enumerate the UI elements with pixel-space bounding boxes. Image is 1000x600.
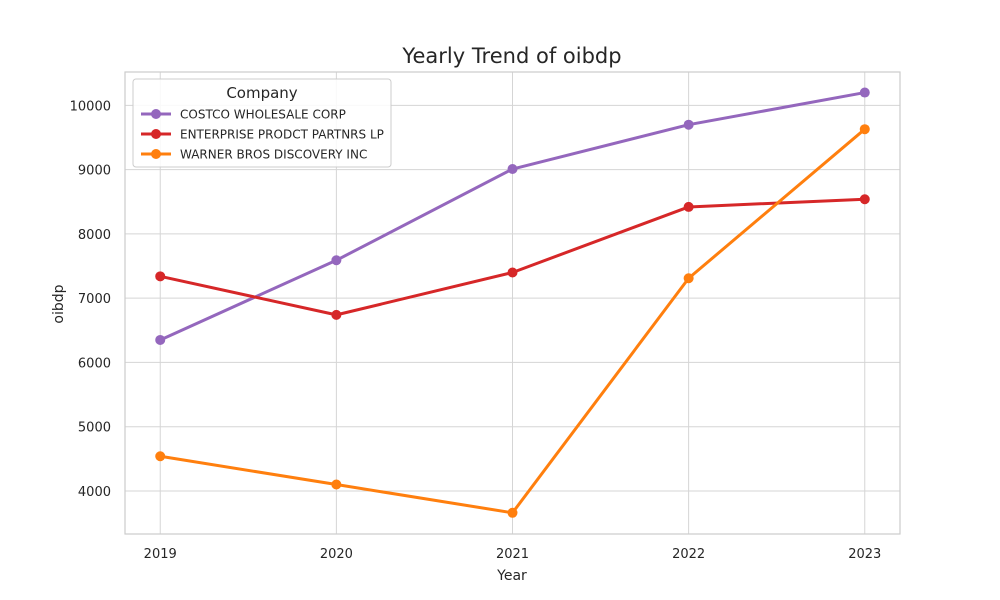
- legend-box: [132, 78, 392, 168]
- chart-title: Yearly Trend of oibdp: [401, 44, 621, 68]
- series-group: [155, 194, 870, 320]
- y-axis-ticks: 4000 5000 6000 7000 8000 9000 10000: [70, 99, 111, 500]
- data-point: [507, 164, 518, 175]
- legend-marker: [151, 149, 161, 159]
- x-axis-label: Year: [496, 568, 527, 584]
- data-point: [331, 479, 342, 490]
- legend-label: COSTCO WHOLESALE CORP: [180, 108, 346, 122]
- y-tick-label: 4000: [78, 485, 111, 500]
- x-tick-label: 2022: [672, 547, 705, 562]
- legend-title: Company: [226, 84, 297, 102]
- legend-label: WARNER BROS DISCOVERY INC: [180, 148, 367, 162]
- legend-marker: [151, 109, 161, 119]
- data-point: [507, 507, 518, 518]
- legend: Company COSTCO WHOLESALE CORP ENTERPRISE …: [132, 78, 392, 168]
- x-axis-ticks: 2019 2020 2021 2022 2023: [144, 547, 882, 562]
- y-tick-label: 8000: [78, 228, 111, 243]
- y-tick-label: 7000: [78, 292, 111, 307]
- series-layer: [155, 87, 870, 518]
- data-point: [859, 124, 870, 135]
- data-point: [683, 273, 694, 284]
- plot-area-frame: [124, 71, 901, 535]
- data-point: [683, 119, 694, 130]
- legend-marker: [151, 129, 161, 139]
- series-group: [155, 124, 870, 518]
- legend-label: ENTERPRISE PRODCT PARTNRS LP: [180, 128, 384, 142]
- data-point: [155, 451, 166, 462]
- y-axis-label: oibdp: [51, 284, 67, 323]
- data-point: [331, 309, 342, 320]
- y-tick-label: 5000: [78, 421, 111, 436]
- y-tick-label: 10000: [70, 99, 111, 114]
- data-point: [155, 271, 166, 282]
- y-tick-label: 6000: [78, 356, 111, 371]
- data-point: [859, 87, 870, 98]
- series-group: [155, 87, 870, 345]
- y-tick-label: 9000: [78, 164, 111, 179]
- data-point: [507, 267, 518, 278]
- data-point: [859, 194, 870, 205]
- data-point: [155, 334, 166, 345]
- data-point: [331, 255, 342, 266]
- x-tick-label: 2023: [848, 547, 881, 562]
- data-point: [683, 201, 694, 212]
- x-tick-label: 2019: [144, 547, 177, 562]
- x-tick-label: 2021: [496, 547, 529, 562]
- x-tick-label: 2020: [320, 547, 353, 562]
